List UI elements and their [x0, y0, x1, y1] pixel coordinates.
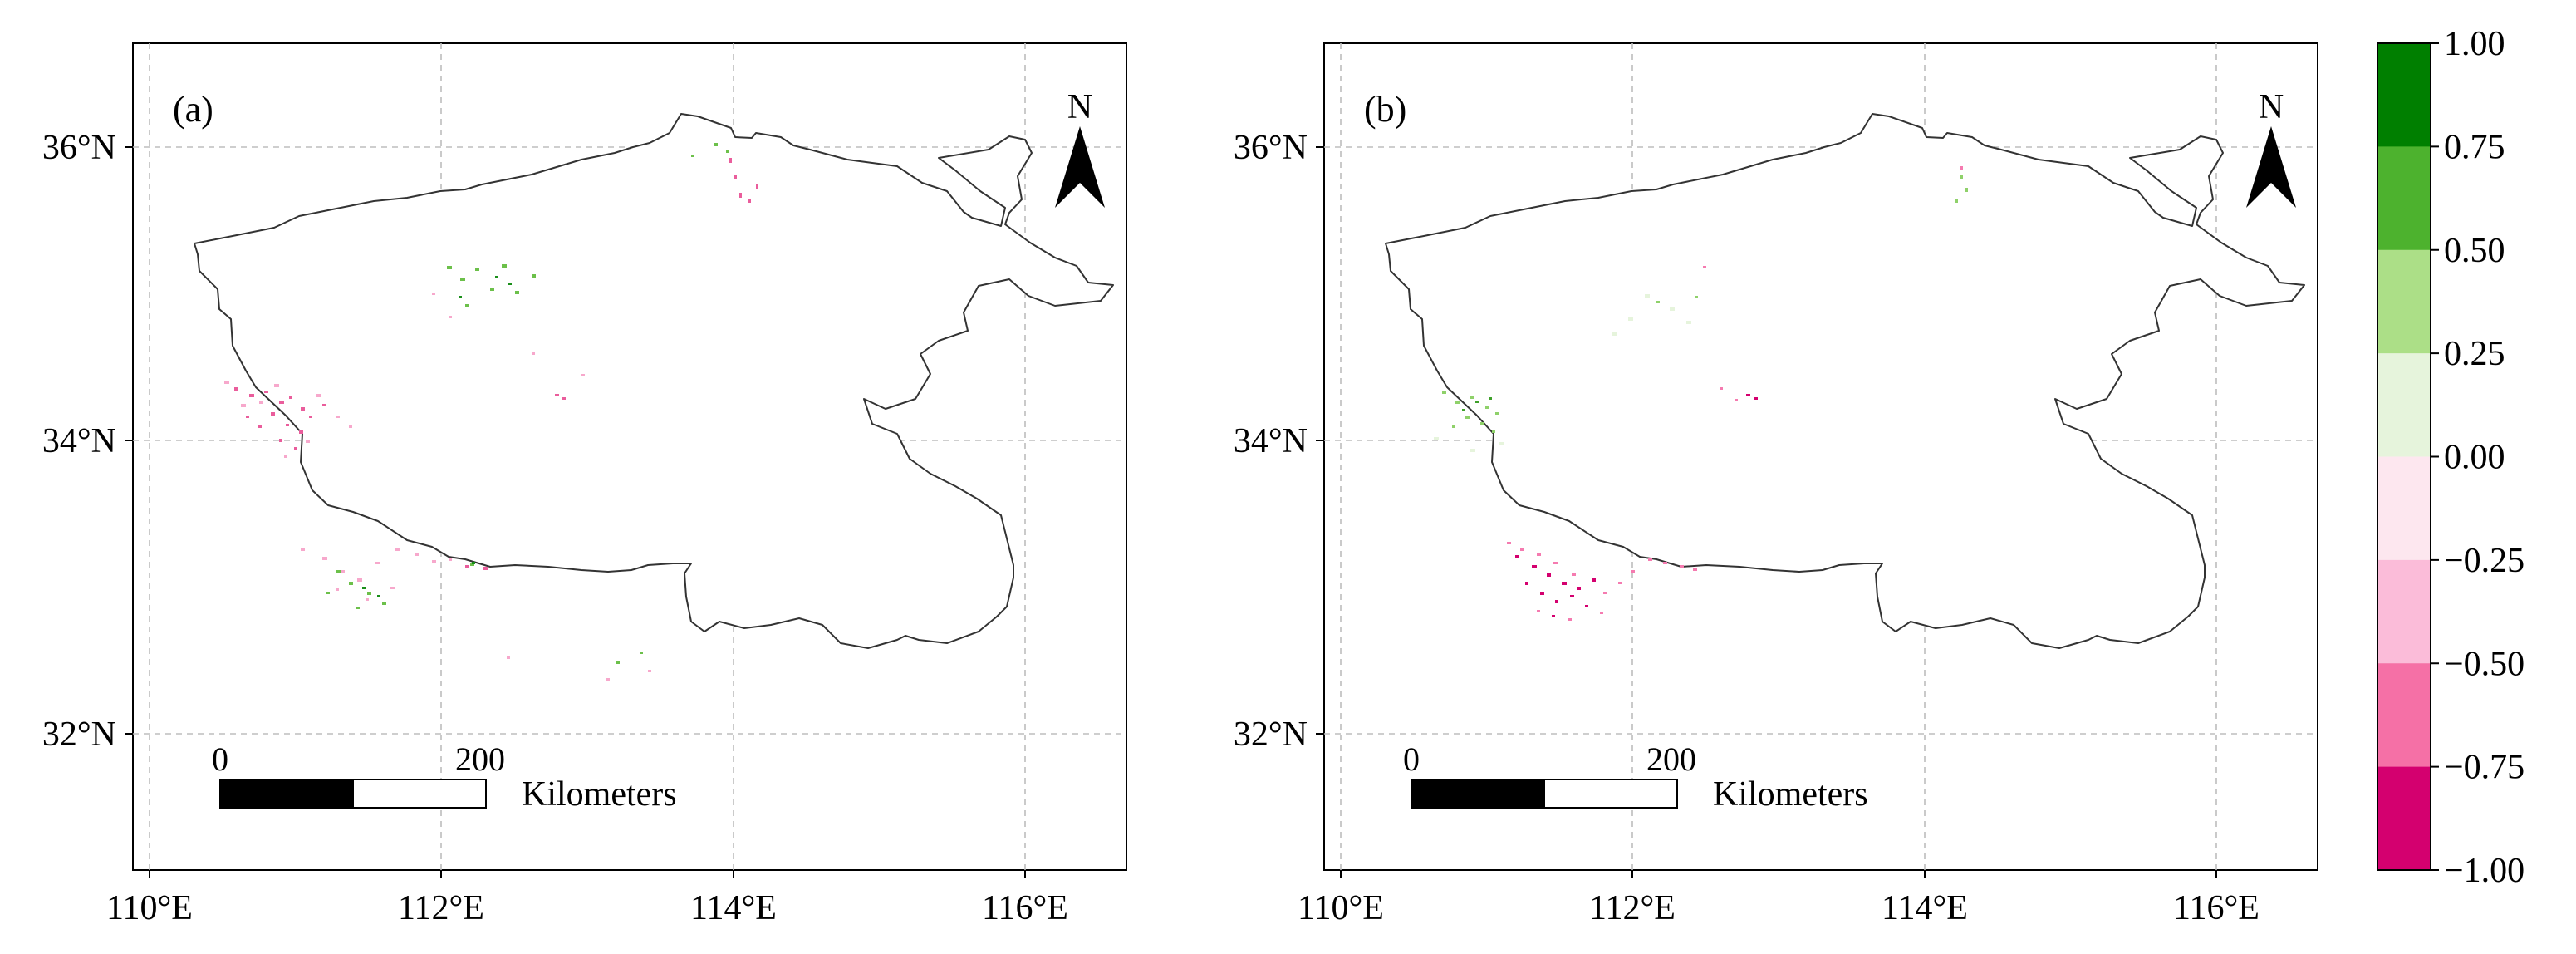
pixels-faint	[1434, 294, 1691, 452]
scale-bar-end: 200	[455, 740, 505, 778]
pixels-positive	[1442, 175, 1968, 433]
panel-label: (a)	[173, 89, 213, 130]
scale-bar-start: 0	[1403, 740, 1420, 778]
colorbar-swatch	[2377, 249, 2431, 354]
colorbar-tick-label: −0.50	[2444, 645, 2524, 683]
panel-a: (a) N 0 200 Kilometers 110°E 112°E 114°E…	[42, 42, 1127, 927]
colorbar-tick-label: 0.75	[2444, 128, 2505, 166]
scale-bar-segment-filled	[1411, 779, 1545, 809]
scale-bar-unit: Kilometers	[1713, 775, 1868, 814]
x-tick-label: 114°E	[1882, 889, 1968, 927]
y-axis: 36°N 34°N 32°N	[1234, 129, 1324, 754]
colorbar-tick-label: −0.75	[2444, 749, 2524, 787]
north-arrow-label: N	[1067, 88, 1092, 126]
change-pixels	[1434, 166, 1968, 621]
x-tick-label: 114°E	[690, 889, 777, 927]
pixels-negative	[234, 158, 758, 570]
x-tick-label: 116°E	[982, 889, 1068, 927]
x-tick-label: 116°E	[2173, 889, 2260, 927]
colorbar-tick-label: 0.50	[2444, 232, 2505, 270]
colorbar-swatch	[2377, 146, 2431, 251]
colorbar-ticks: 1.00 0.75 0.50 0.25 0.00 −0.25 −0.50 −0.75 −1.00	[2431, 25, 2524, 890]
pixels-negative-light	[1507, 166, 1963, 621]
colorbar-tick-label: 0.00	[2444, 439, 2505, 477]
north-arrow-icon	[2246, 126, 2296, 208]
scale-bar-segment-filled	[219, 779, 354, 809]
colorbar-swatch	[2377, 456, 2431, 561]
colorbar-tick-label: −0.25	[2444, 542, 2524, 580]
north-arrow: N	[1055, 88, 1105, 208]
colorbar-swatch	[2377, 43, 2431, 147]
x-tick-label: 110°E	[106, 889, 193, 927]
panel-b: (b) N 0 200 Kilometers 110°E 112°E 114°E…	[1234, 42, 2318, 927]
pixels-negative-light	[224, 293, 651, 681]
scale-bar: 0 200 Kilometers	[212, 740, 677, 814]
y-tick-label: 36°N	[42, 129, 116, 167]
pixels-positive	[326, 143, 729, 664]
change-pixels	[224, 143, 758, 681]
north-arrow-icon	[1055, 126, 1105, 208]
y-tick-label: 36°N	[1234, 129, 1308, 167]
pixels-negative	[1515, 394, 1758, 617]
colorbar-swatch	[2377, 663, 2431, 768]
x-tick-label: 110°E	[1298, 889, 1384, 927]
scale-bar: 0 200 Kilometers	[1403, 740, 1868, 814]
x-tick-label: 112°E	[1589, 889, 1676, 927]
colorbar-swatches	[2377, 43, 2431, 871]
y-tick-label: 34°N	[1234, 422, 1308, 460]
colorbar-swatch	[2377, 766, 2431, 871]
north-arrow-label: N	[2259, 88, 2284, 126]
colorbar-tick-label: −1.00	[2444, 852, 2524, 890]
pixels-positive-dark	[362, 276, 512, 597]
x-tick-label: 112°E	[398, 889, 484, 927]
y-tick-label: 34°N	[42, 422, 116, 460]
north-arrow: N	[2246, 88, 2296, 208]
scale-bar-end: 200	[1646, 740, 1696, 778]
colorbar-swatch	[2377, 559, 2431, 664]
scale-bar-segment-empty	[352, 779, 487, 809]
colorbar-swatch	[2377, 353, 2431, 457]
panel-label: (b)	[1364, 89, 1406, 130]
x-axis: 110°E 112°E 114°E 116°E	[106, 870, 1068, 927]
scale-bar-unit: Kilometers	[522, 775, 677, 814]
y-tick-label: 32°N	[42, 716, 116, 754]
y-axis: 36°N 34°N 32°N	[42, 129, 133, 754]
y-tick-label: 32°N	[1234, 716, 1308, 754]
pixels-positive-dark	[1462, 397, 1492, 411]
scale-bar-segment-empty	[1543, 779, 1678, 809]
x-axis: 110°E 112°E 114°E 116°E	[1298, 870, 2260, 927]
colorbar-tick-label: 0.25	[2444, 335, 2505, 373]
scale-bar-start: 0	[212, 740, 228, 778]
colorbar: 1.00 0.75 0.50 0.25 0.00 −0.25 −0.50 −0.75 −1.00	[2377, 25, 2524, 890]
colorbar-tick-label: 1.00	[2444, 25, 2505, 63]
